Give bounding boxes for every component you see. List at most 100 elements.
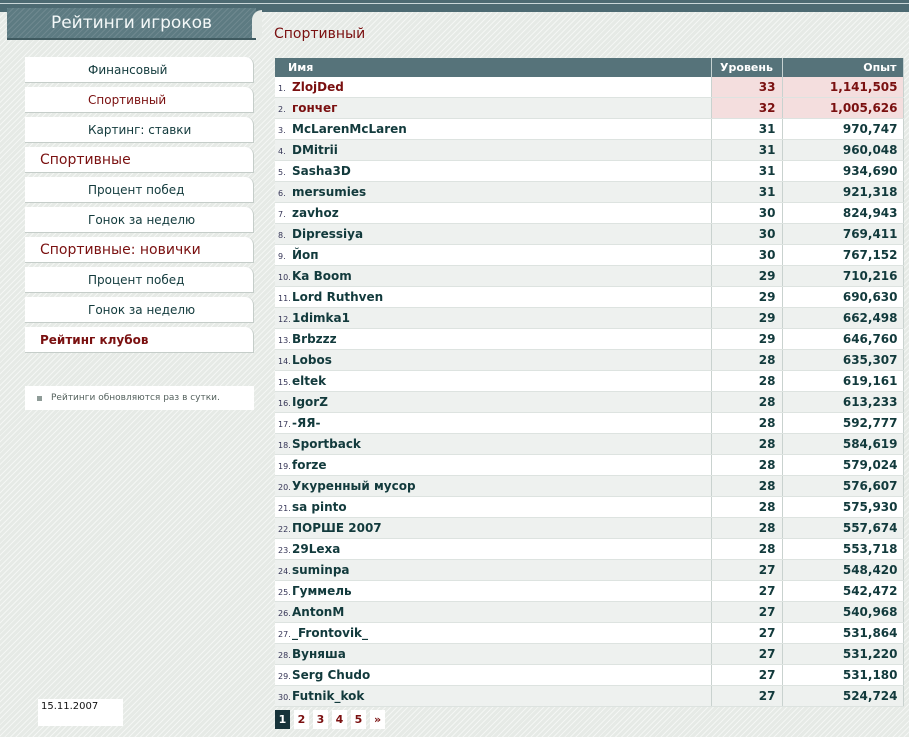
player-cell: 6. mersumies <box>275 181 712 203</box>
player-cell: 27._Frontovik_ <box>275 622 712 644</box>
player-cell: 25.Гуммель <box>275 580 712 602</box>
sidebar-item[interactable]: Процент побед <box>25 267 254 293</box>
rank-number: 24. <box>278 567 291 576</box>
player-cell: 14.Lobos <box>275 349 712 371</box>
player-name-link[interactable]: 1dimka1 <box>292 311 350 325</box>
column-header-name[interactable]: Имя <box>275 58 712 77</box>
level-cell: 27 <box>711 622 783 644</box>
page-link[interactable]: 3 <box>313 710 328 729</box>
table-row: 8. Dipressiya 30 769,411 <box>275 223 904 245</box>
table-row: 9. Йоп 30 767,152 <box>275 244 904 266</box>
player-cell: 9. Йоп <box>275 244 712 266</box>
player-name-link[interactable]: Brbzzz <box>292 332 337 346</box>
rank-number: 4. <box>278 147 286 156</box>
player-cell: 26.AntonM <box>275 601 712 623</box>
sidebar-menu: Финансовый Спортивный Картинг: ставки Спорт… <box>25 57 254 357</box>
player-name-link[interactable]: Гуммель <box>292 584 352 598</box>
player-name-link[interactable]: _Frontovik_ <box>292 626 369 640</box>
player-name-link[interactable]: DMitrii <box>292 143 338 157</box>
sidebar-item[interactable]: Спортивный <box>25 87 254 113</box>
player-name-link[interactable]: eltek <box>292 374 327 388</box>
exp-cell: 579,024 <box>782 454 904 476</box>
player-name-link[interactable]: Lobos <box>292 353 332 367</box>
table-row: 2. гончег 32 1,005,626 <box>275 97 904 119</box>
level-cell: 31 <box>711 160 783 182</box>
player-cell: 18.Sportback <box>275 433 712 455</box>
table-row: 4. DMitrii 31 960,048 <box>275 139 904 161</box>
table-row: 19.forze 28 579,024 <box>275 454 904 476</box>
sidebar-item[interactable]: Гонок за неделю <box>25 297 254 323</box>
table-row: 10.Ka Boom 29 710,216 <box>275 265 904 287</box>
player-name-link[interactable]: Sasha3D <box>292 164 351 178</box>
exp-cell: 1,141,505 <box>782 77 904 98</box>
player-name-link[interactable]: McLarenMcLaren <box>292 122 407 136</box>
player-name-link[interactable]: гончег <box>292 101 338 115</box>
sidebar-item[interactable]: Рейтинг клубов <box>25 327 254 353</box>
sidebar-item[interactable]: Финансовый <box>25 57 254 83</box>
update-notice: Рейтинги обновляются раз в сутки. <box>25 386 254 410</box>
player-name-link[interactable]: 29Lexa <box>292 542 341 556</box>
rank-number: 17. <box>278 420 291 429</box>
level-cell: 33 <box>711 77 783 98</box>
player-name-link[interactable]: forze <box>292 458 327 472</box>
table-row: 12.1dimka1 29 662,498 <box>275 307 904 329</box>
player-name-link[interactable]: Lord Ruthven <box>292 290 384 304</box>
exp-cell: 576,607 <box>782 475 904 497</box>
rank-number: 13. <box>278 336 291 345</box>
sidebar-item[interactable]: Картинг: ставки <box>25 117 254 143</box>
exp-cell: 613,233 <box>782 391 904 413</box>
player-name-link[interactable]: Укуренный мусор <box>292 479 416 493</box>
player-name-link[interactable]: zavhoz <box>292 206 339 220</box>
player-name-link[interactable]: ZlojDed <box>292 80 344 94</box>
player-cell: 1. ZlojDed <box>275 77 712 98</box>
player-name-link[interactable]: Futnik_kok <box>292 689 365 703</box>
player-name-link[interactable]: Ka Boom <box>292 269 352 283</box>
sidebar-item[interactable]: Процент побед <box>25 177 254 203</box>
column-header-level[interactable]: Уровень <box>711 58 783 77</box>
update-notice-text: Рейтинги обновляются раз в сутки. <box>51 393 220 403</box>
rank-number: 7. <box>278 210 286 219</box>
player-cell: 22.ПОРШЕ 2007 <box>275 517 712 539</box>
level-cell: 31 <box>711 139 783 161</box>
level-cell: 32 <box>711 97 783 119</box>
player-name-link[interactable]: mersumies <box>292 185 367 199</box>
sidebar-item[interactable]: Гонок за неделю <box>25 207 254 233</box>
player-cell: 30.Futnik_kok <box>275 685 712 707</box>
exp-cell: 531,864 <box>782 622 904 644</box>
player-name-link[interactable]: suminpa <box>292 563 350 577</box>
exp-cell: 548,420 <box>782 559 904 581</box>
sidebar-item[interactable]: Спортивные: новички <box>25 237 254 263</box>
player-name-link[interactable]: IgorZ <box>292 395 328 409</box>
player-name-link[interactable]: sa pinto <box>292 500 347 514</box>
exp-cell: 662,498 <box>782 307 904 329</box>
table-row: 7. zavhoz 30 824,943 <box>275 202 904 224</box>
player-name-link[interactable]: -ЯЯ- <box>292 416 321 430</box>
exp-cell: 635,307 <box>782 349 904 371</box>
level-cell: 29 <box>711 328 783 350</box>
page-link[interactable]: 5 <box>351 710 366 729</box>
level-cell: 27 <box>711 685 783 707</box>
player-cell: 12.1dimka1 <box>275 307 712 329</box>
rank-number: 5. <box>278 168 286 177</box>
player-name-link[interactable]: Dipressiya <box>292 227 364 241</box>
exp-cell: 824,943 <box>782 202 904 224</box>
player-name-link[interactable]: Sportback <box>292 437 361 451</box>
player-name-link[interactable]: Йоп <box>292 248 319 262</box>
player-name-link[interactable]: AntonM <box>292 605 345 619</box>
level-cell: 28 <box>711 496 783 518</box>
page-link[interactable]: 4 <box>332 710 347 729</box>
player-name-link[interactable]: Вуняша <box>292 647 346 661</box>
page-link[interactable]: 1 <box>275 710 290 729</box>
player-name-link[interactable]: Serg Chudo <box>292 668 371 682</box>
level-cell: 29 <box>711 307 783 329</box>
level-cell: 28 <box>711 370 783 392</box>
rank-number: 16. <box>278 399 291 408</box>
level-cell: 27 <box>711 580 783 602</box>
column-header-exp[interactable]: Опыт <box>782 58 904 77</box>
next-page-link[interactable]: » <box>370 710 385 729</box>
player-name-link[interactable]: ПОРШЕ 2007 <box>292 521 382 535</box>
sidebar-item[interactable]: Спортивные <box>25 147 254 173</box>
page-link[interactable]: 2 <box>294 710 309 729</box>
table-row: 18.Sportback 28 584,619 <box>275 433 904 455</box>
table-row: 27._Frontovik_ 27 531,864 <box>275 622 904 644</box>
